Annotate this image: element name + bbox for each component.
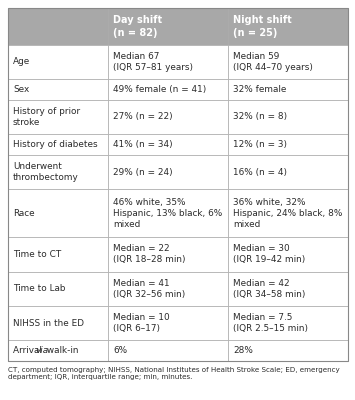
Text: Median = 7.5
(IQR 2.5–15 min): Median = 7.5 (IQR 2.5–15 min) [233, 313, 308, 333]
Text: 32% (n = 8): 32% (n = 8) [233, 112, 287, 122]
Bar [108, 340, 228, 361]
Bar [108, 237, 228, 272]
Bar [8, 189, 108, 237]
Text: Median = 30
(IQR 19–42 min): Median = 30 (IQR 19–42 min) [233, 244, 305, 264]
Text: Median = 10
(IQR 6–17): Median = 10 (IQR 6–17) [113, 313, 170, 333]
Bar [8, 134, 108, 155]
Bar [228, 45, 348, 79]
Bar [8, 155, 108, 189]
Text: Median = 41
(IQR 32–56 min): Median = 41 (IQR 32–56 min) [113, 279, 186, 299]
Text: 29% (n = 24): 29% (n = 24) [113, 168, 173, 176]
Text: NIHSS in the ED: NIHSS in the ED [13, 318, 84, 328]
Bar [228, 155, 348, 189]
Text: Age: Age [13, 57, 30, 66]
Text: Arrival: Arrival [13, 346, 45, 355]
Bar [108, 45, 228, 79]
Text: 16% (n = 4): 16% (n = 4) [233, 168, 287, 176]
Text: Underwent
thrombectomy: Underwent thrombectomy [13, 162, 79, 182]
Bar [8, 272, 108, 306]
Bar [228, 306, 348, 340]
Bar [228, 237, 348, 272]
Bar [108, 79, 228, 100]
Bar [8, 8, 108, 45]
Text: Night shift
(n = 25): Night shift (n = 25) [233, 15, 292, 38]
Bar [8, 79, 108, 100]
Text: Median 59
(IQR 44–70 years): Median 59 (IQR 44–70 years) [233, 52, 313, 72]
Text: Race: Race [13, 209, 35, 218]
Text: History of prior
stroke: History of prior stroke [13, 107, 80, 127]
Text: walk-in: walk-in [44, 346, 78, 355]
Bar [108, 272, 228, 306]
Text: Median 67
(IQR 57–81 years): Median 67 (IQR 57–81 years) [113, 52, 193, 72]
Bar [8, 340, 108, 361]
Text: 32% female: 32% female [233, 85, 286, 94]
Bar [8, 45, 108, 79]
Bar [108, 134, 228, 155]
Bar [108, 306, 228, 340]
Bar [228, 79, 348, 100]
Bar [8, 8, 348, 361]
Bar [108, 100, 228, 134]
Bar [228, 272, 348, 306]
Text: Time to Lab: Time to Lab [13, 284, 66, 293]
Bar [8, 306, 108, 340]
Bar [108, 189, 228, 237]
Text: Arrival $via$ walk-in: Arrival $via$ walk-in [13, 345, 94, 356]
Bar [228, 189, 348, 237]
Text: CT, computed tomography; NIHSS, National Institutes of Health Stroke Scale; ED, : CT, computed tomography; NIHSS, National… [8, 367, 340, 380]
Bar [8, 340, 108, 361]
Bar [228, 134, 348, 155]
Bar [228, 8, 348, 45]
Text: via: via [36, 346, 49, 355]
Text: 27% (n = 22): 27% (n = 22) [113, 112, 173, 122]
Text: 12% (n = 3): 12% (n = 3) [233, 140, 287, 149]
Text: 49% female (n = 41): 49% female (n = 41) [113, 85, 207, 94]
Text: 46% white, 35%
Hispanic, 13% black, 6%
mixed: 46% white, 35% Hispanic, 13% black, 6% m… [113, 198, 223, 229]
Text: Day shift
(n = 82): Day shift (n = 82) [113, 15, 163, 38]
Text: Median = 22
(IQR 18–28 min): Median = 22 (IQR 18–28 min) [113, 244, 186, 264]
Text: 6%: 6% [113, 346, 127, 355]
Bar [228, 100, 348, 134]
Text: 28%: 28% [233, 346, 253, 355]
Bar [108, 8, 228, 45]
Text: Time to CT: Time to CT [13, 250, 61, 259]
Text: 36% white, 32%
Hispanic, 24% black, 8%
mixed: 36% white, 32% Hispanic, 24% black, 8% m… [233, 198, 342, 229]
Text: Median = 42
(IQR 34–58 min): Median = 42 (IQR 34–58 min) [233, 279, 305, 299]
Text: 41% (n = 34): 41% (n = 34) [113, 140, 173, 149]
Bar [108, 155, 228, 189]
Bar [8, 100, 108, 134]
Text: Sex: Sex [13, 85, 29, 94]
Bar [228, 340, 348, 361]
Bar [8, 237, 108, 272]
Text: History of diabetes: History of diabetes [13, 140, 98, 149]
